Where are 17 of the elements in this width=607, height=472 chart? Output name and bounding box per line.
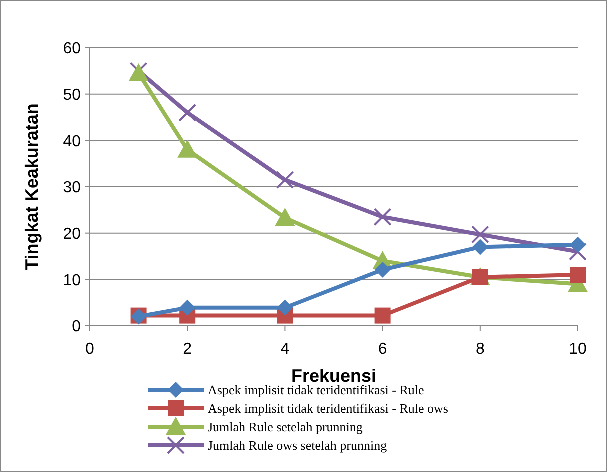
y-tick-label: 50 [63, 86, 82, 104]
y-tick-label: 20 [63, 226, 82, 243]
y-axis-title: Tingkat Keakuratan [22, 104, 42, 270]
x-tick-label: 8 [476, 341, 485, 358]
x-tick-label: 0 [86, 341, 95, 358]
y-tick-label: 10 [63, 272, 82, 290]
y-tick-label: 0 [72, 318, 82, 336]
y-tick-label: 60 [63, 40, 82, 58]
y-tick-label: 40 [63, 133, 82, 150]
legend-label: Jumlah Rule setelah prunning [208, 420, 364, 435]
x-tick-label: 6 [378, 341, 388, 358]
x-tick-label: 10 [569, 341, 587, 358]
legend-label: Aspek implisit tidak teridentifikasi - Rule ows [208, 401, 448, 416]
y-tick-label: 30 [63, 180, 82, 197]
legend-label: Jumlah Rule ows setelah prunning [208, 438, 388, 454]
x-tick-label: 4 [280, 341, 290, 358]
x-tick-label: 2 [183, 341, 192, 358]
